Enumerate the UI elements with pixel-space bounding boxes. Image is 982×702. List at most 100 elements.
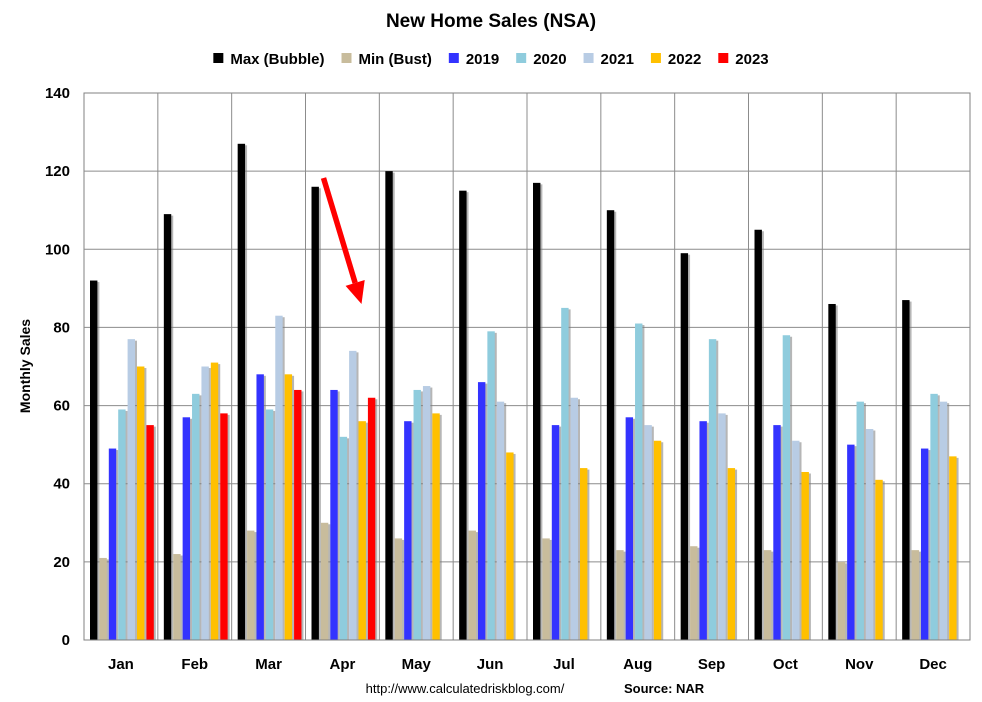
y-tick-label: 100	[45, 241, 70, 258]
bar	[163, 214, 172, 640]
bar	[294, 389, 302, 640]
bar	[533, 182, 541, 640]
bar	[920, 448, 929, 640]
bar	[320, 522, 329, 640]
bar	[699, 421, 707, 640]
bar	[90, 280, 98, 640]
bar	[792, 440, 800, 640]
legend-item: 2020	[516, 51, 567, 68]
bar	[201, 366, 209, 640]
bar	[182, 417, 191, 640]
y-tick-label: 40	[53, 476, 70, 493]
bar	[275, 315, 283, 640]
bar	[727, 468, 736, 640]
legend: Max (Bubble) Min (Bust) 2019 2020 2021 2022 20…	[213, 51, 769, 68]
bar	[865, 429, 874, 640]
bar	[542, 538, 550, 640]
bar	[404, 421, 412, 640]
y-axis-label: Monthly Sales	[17, 319, 33, 413]
bar	[902, 300, 910, 640]
bar	[173, 554, 181, 640]
legend-item: 2021	[583, 51, 634, 68]
legend-swatch	[650, 53, 661, 63]
bar	[256, 374, 264, 640]
bar	[690, 546, 698, 640]
x-tick-label: Jan	[108, 656, 134, 673]
x-tick-label: Aug	[623, 656, 652, 673]
x-tick-label: Jul	[553, 656, 575, 673]
bar	[118, 409, 126, 640]
bar	[708, 339, 717, 640]
bar	[551, 425, 560, 640]
legend-item: Max (Bubble)	[213, 51, 325, 68]
y-tick-label: 140	[45, 85, 70, 102]
bar	[930, 393, 938, 640]
bar	[616, 550, 624, 640]
x-tick-label: May	[402, 656, 432, 673]
x-tick-label: Oct	[773, 656, 798, 673]
bar	[99, 557, 107, 640]
bar	[561, 307, 569, 640]
x-tick-label: Dec	[919, 656, 947, 673]
bar	[856, 401, 864, 640]
bar	[653, 440, 662, 640]
legend-label: Max (Bubble)	[230, 51, 324, 68]
bar	[311, 186, 319, 640]
bar	[911, 550, 919, 640]
bar	[247, 530, 255, 640]
legend-item: 2019	[448, 51, 499, 68]
bar	[828, 303, 836, 640]
bar	[754, 229, 762, 640]
bar	[718, 413, 726, 640]
footer-url: http://www.calculatedriskblog.com/	[366, 681, 565, 696]
bar	[265, 409, 274, 640]
bar	[210, 362, 219, 640]
bar	[220, 413, 228, 640]
bar	[635, 323, 643, 640]
legend-swatch	[213, 53, 224, 63]
y-tick-label: 60	[53, 398, 70, 415]
bar	[385, 171, 393, 640]
y-tick-label: 80	[53, 319, 70, 336]
annotation-arrow	[320, 177, 365, 304]
bar	[358, 421, 366, 640]
bar	[487, 331, 495, 640]
legend-label: 2020	[533, 51, 566, 68]
bar	[413, 389, 421, 640]
bar	[625, 417, 634, 640]
legend-item: Min (Bust)	[341, 51, 432, 68]
bar	[606, 210, 615, 640]
bar	[477, 382, 486, 640]
y-tick-label: 20	[53, 554, 70, 571]
plot-area: 0 20 40 60 80 100 120 140 Jan Feb Mar Apr May Jun Jul A…	[45, 85, 971, 673]
bar	[432, 413, 440, 640]
x-tick-label: Sep	[698, 656, 726, 673]
bar	[875, 479, 883, 640]
legend-swatch	[583, 53, 594, 63]
bar	[773, 425, 781, 640]
legend-swatch	[448, 53, 459, 63]
bar	[422, 386, 431, 640]
bar	[506, 452, 514, 640]
legend-item: 2023	[718, 51, 769, 68]
legend-label: 2022	[668, 51, 701, 68]
bar	[330, 389, 338, 640]
bar	[680, 253, 689, 640]
x-tick-label: Nov	[845, 656, 874, 673]
bar	[237, 143, 246, 641]
bar	[284, 374, 293, 640]
chart-title: New Home Sales (NSA)	[386, 11, 596, 32]
x-tick-label: Apr	[329, 656, 355, 673]
bar	[837, 561, 846, 640]
bar	[570, 397, 578, 640]
x-tick-label: Jun	[477, 656, 504, 673]
bar	[763, 550, 772, 640]
bar	[367, 397, 376, 640]
bar	[580, 468, 588, 640]
bar	[137, 366, 145, 640]
bar	[339, 436, 348, 640]
bar	[146, 425, 154, 640]
bar	[644, 425, 652, 640]
bar	[782, 335, 791, 640]
